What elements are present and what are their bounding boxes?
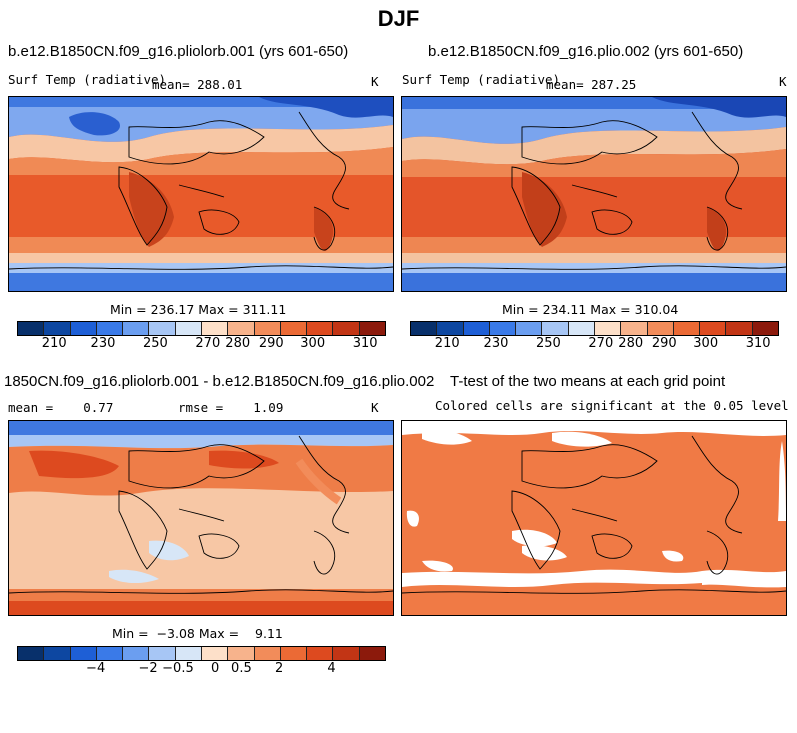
panel-2-units: K bbox=[779, 74, 787, 89]
panel-2-minmax: Min = 234.11 Max = 310.04 bbox=[502, 302, 679, 317]
colorbar-swatch bbox=[123, 322, 150, 335]
colorbar-tick-label: 210 bbox=[434, 336, 460, 351]
colorbar-tick-label: 270 bbox=[588, 336, 614, 351]
colorbar-tick-label: 280 bbox=[618, 336, 644, 351]
colorbar-tick-label: 250 bbox=[535, 336, 561, 351]
colorbar-tick-label: 230 bbox=[90, 336, 116, 351]
colorbar-tick-label: 280 bbox=[225, 336, 251, 351]
colorbar-tick-label: 0 bbox=[211, 661, 220, 676]
colorbar-tick-label: 2 bbox=[275, 661, 284, 676]
colorbar-tick-label: 290 bbox=[258, 336, 284, 351]
colorbar-swatch bbox=[228, 647, 255, 660]
panel-4-subtitle: Colored cells are significant at the 0.0… bbox=[435, 398, 789, 413]
panel-2-mean: mean= 287.25 bbox=[546, 77, 637, 92]
colorbar-tick-label: 270 bbox=[195, 336, 221, 351]
panel-2-variable-label: Surf Temp (radiative) bbox=[402, 72, 561, 87]
panel-1-mean: mean= 288.01 bbox=[152, 77, 243, 92]
colorbar-swatch bbox=[123, 647, 150, 660]
colorbar-swatch bbox=[307, 647, 334, 660]
colorbar-tick-label: 310 bbox=[352, 336, 378, 351]
colorbar-swatch bbox=[673, 322, 701, 335]
colorbar-swatch bbox=[201, 647, 229, 660]
colorbar-tick-label: −0.5 bbox=[162, 661, 194, 676]
panel-1-variable-label: Surf Temp (radiative) bbox=[8, 72, 167, 87]
colorbar-swatch bbox=[542, 322, 569, 335]
colorbar-swatch bbox=[149, 647, 176, 660]
page-title: DJF bbox=[377, 6, 420, 31]
panel-1-map bbox=[8, 96, 394, 292]
colorbar-swatch bbox=[359, 322, 385, 335]
colorbar-swatch bbox=[437, 322, 464, 335]
colorbar-swatch bbox=[333, 647, 360, 660]
colorbar-2-ticks: 210 230 250 270 280 290 300 310 bbox=[410, 336, 777, 352]
colorbar-swatch bbox=[44, 647, 71, 660]
panel-2-map-field bbox=[402, 97, 786, 291]
colorbar-swatch bbox=[489, 322, 517, 335]
colorbar-swatch bbox=[568, 322, 595, 335]
colorbar-3 bbox=[17, 646, 386, 661]
colorbar-swatch bbox=[96, 647, 124, 660]
colorbar-swatch bbox=[752, 322, 778, 335]
colorbar-tick-label: 210 bbox=[41, 336, 67, 351]
colorbar-1 bbox=[17, 321, 386, 336]
panel-3-units: K bbox=[371, 400, 379, 415]
colorbar-swatch bbox=[201, 322, 229, 335]
colorbar-tick-label: 250 bbox=[142, 336, 168, 351]
panel-2-title: b.e12.B1850CN.f09_g16.plio.002 (yrs 601-… bbox=[428, 43, 744, 60]
colorbar-swatch bbox=[463, 322, 490, 335]
panel-2-map bbox=[401, 96, 787, 292]
colorbar-tick-label: 300 bbox=[300, 336, 326, 351]
colorbar-tick-label: 310 bbox=[745, 336, 771, 351]
colorbar-tick-label: 290 bbox=[651, 336, 677, 351]
colorbar-1-ticks: 210 230 250 270 280 290 300 310 bbox=[17, 336, 384, 352]
colorbar-swatch bbox=[149, 322, 176, 335]
colorbar-tick-label: −2 bbox=[138, 661, 158, 676]
colorbar-swatch bbox=[307, 322, 334, 335]
colorbar-2 bbox=[410, 321, 779, 336]
colorbar-swatch bbox=[228, 322, 255, 335]
panel-3-title: 1850CN.f09_g16.pliolorb.001 - b.e12.B185… bbox=[4, 373, 435, 390]
colorbar-swatch bbox=[621, 322, 648, 335]
panel-3-rmse: rmse = 1.09 bbox=[178, 400, 284, 415]
colorbar-3-ticks: −4 −2 −0.5 0 0.5 2 4 bbox=[17, 661, 384, 677]
colorbar-tick-label: 230 bbox=[483, 336, 509, 351]
colorbar-swatch bbox=[96, 322, 124, 335]
colorbar-swatch bbox=[700, 322, 727, 335]
panel-4-title: T-test of the two means at each grid poi… bbox=[450, 373, 726, 390]
colorbar-swatch bbox=[175, 322, 202, 335]
panel-1-minmax: Min = 236.17 Max = 311.11 bbox=[110, 302, 287, 317]
panel-3-minmax: Min = −3.08 Max = 9.11 bbox=[112, 626, 283, 641]
colorbar-swatch bbox=[254, 647, 281, 660]
colorbar-tick-label: 0.5 bbox=[231, 661, 252, 676]
panel-3-map bbox=[8, 420, 394, 616]
panel-3-mean: mean = 0.77 bbox=[8, 400, 114, 415]
colorbar-swatch bbox=[280, 322, 308, 335]
colorbar-swatch bbox=[70, 322, 97, 335]
colorbar-swatch bbox=[280, 647, 308, 660]
colorbar-swatch bbox=[333, 322, 360, 335]
panel-4-map-field bbox=[402, 421, 786, 615]
colorbar-tick-label: 300 bbox=[693, 336, 719, 351]
colorbar-swatch bbox=[594, 322, 622, 335]
colorbar-swatch bbox=[18, 647, 45, 660]
panel-1-map-field bbox=[9, 97, 393, 291]
panel-1-units: K bbox=[371, 74, 379, 89]
panel-4-map bbox=[401, 420, 787, 616]
colorbar-swatch bbox=[18, 322, 45, 335]
colorbar-swatch bbox=[726, 322, 753, 335]
colorbar-swatch bbox=[516, 322, 543, 335]
colorbar-swatch bbox=[254, 322, 281, 335]
panel-3-map-field bbox=[9, 421, 393, 615]
colorbar-swatch bbox=[175, 647, 202, 660]
colorbar-swatch bbox=[44, 322, 71, 335]
panel-1-title: b.e12.B1850CN.f09_g16.pliolorb.001 (yrs … bbox=[8, 43, 349, 60]
colorbar-swatch bbox=[411, 322, 438, 335]
colorbar-swatch bbox=[359, 647, 385, 660]
colorbar-tick-label: 4 bbox=[327, 661, 336, 676]
colorbar-tick-label: −4 bbox=[86, 661, 106, 676]
colorbar-swatch bbox=[70, 647, 97, 660]
colorbar-swatch bbox=[647, 322, 674, 335]
